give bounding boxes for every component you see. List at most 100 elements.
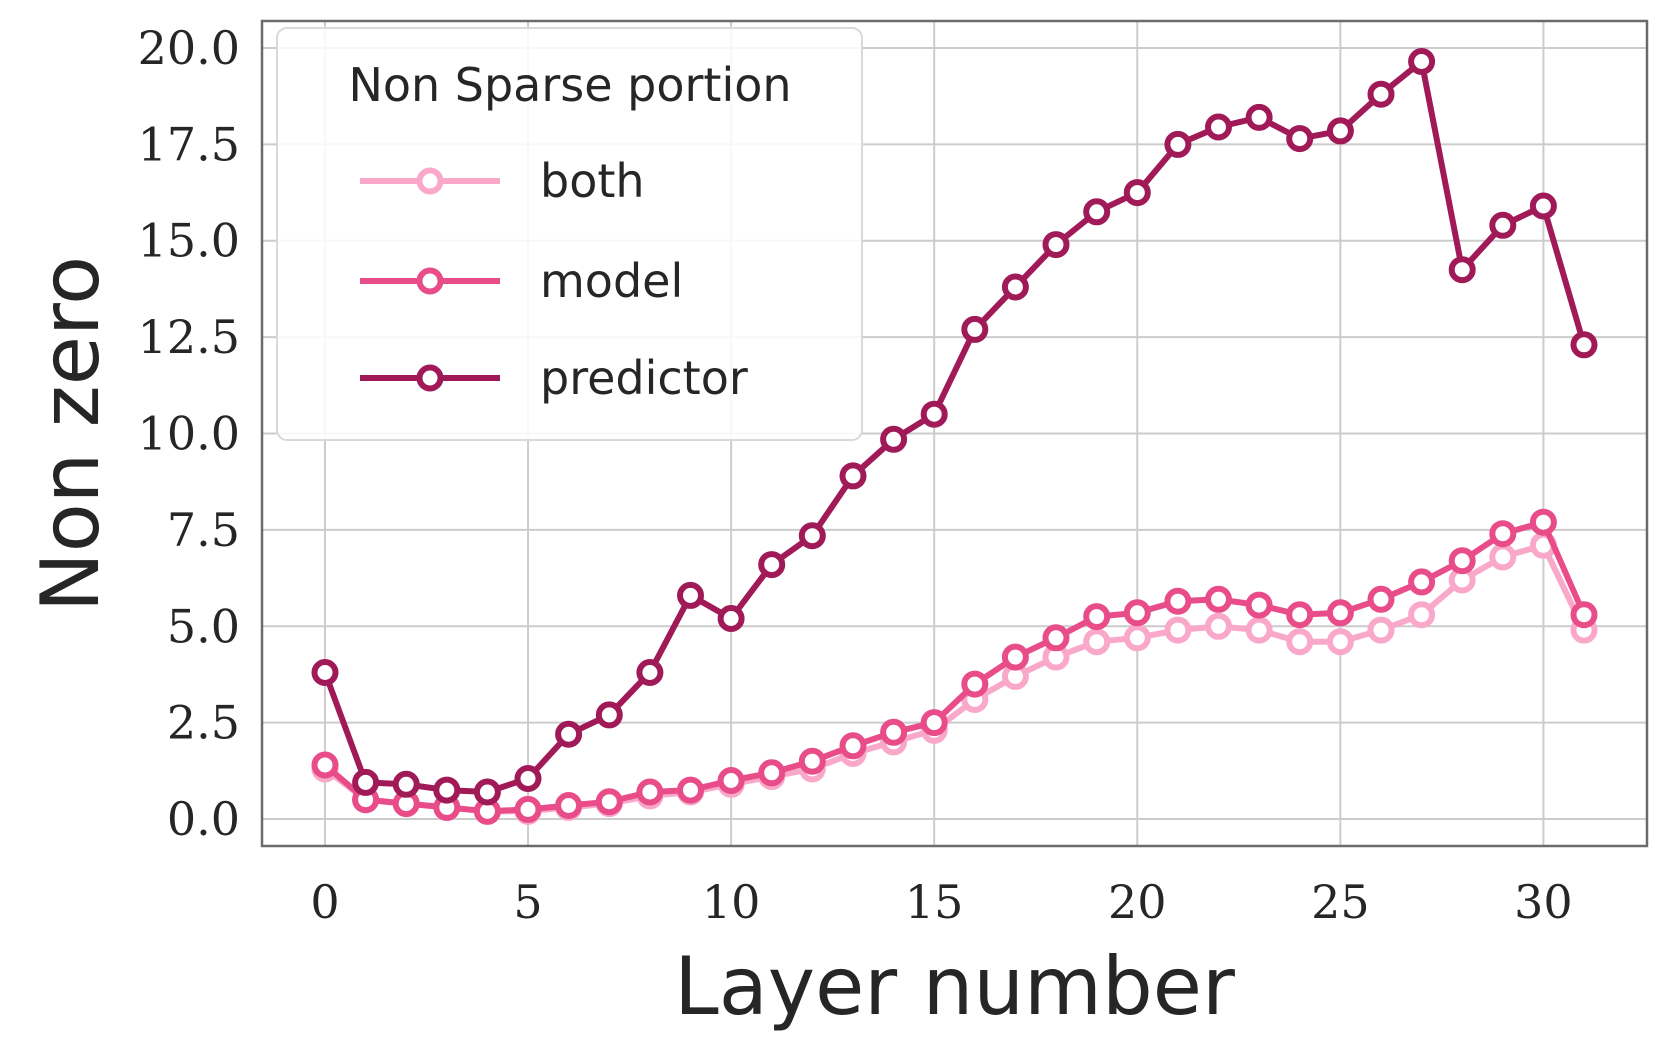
legend-marker-model <box>416 267 444 295</box>
data-point-model <box>311 751 339 779</box>
y-tick-label: 10.0 <box>138 407 240 461</box>
data-point-predictor <box>1529 192 1557 220</box>
data-point-predictor <box>920 400 948 428</box>
data-point-model <box>758 759 786 787</box>
data-point-model <box>798 747 826 775</box>
data-point-predictor <box>1001 273 1029 301</box>
data-point-predictor <box>1042 231 1070 259</box>
data-point-both <box>1286 628 1314 656</box>
x-tick-labels: 0 5 10 15 20 25 30 <box>310 875 1572 929</box>
data-point-predictor <box>352 768 380 796</box>
x-tick-label: 5 <box>513 875 542 929</box>
legend-marker-predictor <box>416 364 444 392</box>
data-point-predictor <box>1570 331 1598 359</box>
legend-title: Non Sparse portion <box>348 58 791 112</box>
series-model <box>311 508 1598 825</box>
data-point-model <box>1205 585 1232 613</box>
legend-entries: both model predictor <box>360 154 748 405</box>
y-tick-label: 2.5 <box>167 696 240 750</box>
data-point-predictor <box>1245 103 1273 131</box>
data-point-predictor <box>1489 211 1517 239</box>
legend-marker-both <box>416 167 444 195</box>
data-point-model <box>1367 585 1395 613</box>
data-point-predictor <box>1448 256 1476 284</box>
data-point-model <box>555 792 583 819</box>
data-point-both <box>1245 616 1273 644</box>
x-tick-label: 10 <box>702 875 761 929</box>
data-point-predictor <box>595 701 623 729</box>
data-point-predictor <box>758 551 786 579</box>
data-point-both <box>1408 601 1436 629</box>
x-tick-label: 20 <box>1108 875 1167 929</box>
series-predictor <box>311 48 1598 806</box>
data-point-predictor <box>717 605 745 632</box>
x-tick-label: 25 <box>1311 875 1370 929</box>
data-point-predictor <box>1083 198 1111 226</box>
data-point-model <box>1570 601 1598 629</box>
data-point-model <box>1245 591 1273 619</box>
x-tick-label: 15 <box>905 875 964 929</box>
data-point-model <box>1286 601 1314 629</box>
data-point-predictor <box>798 522 826 550</box>
data-point-model <box>880 718 908 746</box>
data-point-predictor <box>1326 117 1354 145</box>
y-tick-label: 17.5 <box>138 117 240 171</box>
data-point-model <box>920 709 948 737</box>
y-tick-label: 20.0 <box>138 21 240 75</box>
data-point-model <box>839 732 867 760</box>
legend-entry-predictor: predictor <box>360 351 748 405</box>
series-line-model <box>323 519 1587 815</box>
data-point-model <box>1123 599 1151 627</box>
data-point-model <box>717 767 745 794</box>
y-axis-title: Non zero <box>24 256 117 612</box>
data-point-model <box>677 776 704 804</box>
x-tick-label: 0 <box>310 875 339 929</box>
data-point-model <box>514 795 542 823</box>
data-point-model <box>1326 599 1354 627</box>
legend-label: both <box>540 154 645 208</box>
data-point-model <box>1164 587 1192 615</box>
y-tick-label: 0.0 <box>167 792 240 846</box>
data-point-both <box>1083 628 1111 656</box>
data-point-both <box>1367 616 1395 644</box>
data-point-predictor <box>1367 80 1395 108</box>
data-point-predictor <box>1123 179 1151 207</box>
series-line-both <box>323 542 1587 815</box>
data-point-predictor <box>839 462 867 490</box>
data-point-predictor <box>392 770 420 798</box>
data-point-model <box>595 788 623 816</box>
series-layer <box>311 48 1598 825</box>
data-point-both <box>1326 628 1354 656</box>
data-point-model <box>1042 624 1070 652</box>
data-point-predictor <box>961 315 989 343</box>
legend: Non Sparse portion both model predictor <box>276 27 863 441</box>
plot-frame <box>260 19 1649 848</box>
data-point-model <box>1489 520 1517 548</box>
legend-entry-model: model <box>360 254 683 308</box>
x-tick-label: 30 <box>1514 875 1573 929</box>
data-point-model <box>1001 643 1029 671</box>
data-point-both <box>1164 616 1192 644</box>
data-point-predictor <box>433 776 461 804</box>
legend-entry-both: both <box>360 154 645 208</box>
data-point-predictor <box>1286 125 1314 153</box>
data-point-model <box>636 778 664 806</box>
data-point-both <box>1489 543 1517 571</box>
y-tick-label: 5.0 <box>167 599 240 653</box>
data-point-model <box>1448 547 1476 575</box>
data-point-model <box>1408 568 1436 596</box>
legend-label: model <box>540 254 683 308</box>
data-point-model <box>961 670 989 698</box>
data-point-predictor <box>473 778 501 806</box>
data-point-predictor <box>1205 113 1232 141</box>
data-point-both <box>1123 624 1151 652</box>
y-tick-labels: 0.0 2.5 5.0 7.5 10.0 12.5 15.0 17.5 20.0 <box>138 21 240 846</box>
data-point-predictor <box>880 425 908 453</box>
legend-label: predictor <box>540 351 748 405</box>
data-point-predictor <box>311 659 339 686</box>
y-tick-label: 15.0 <box>138 214 240 268</box>
series-both <box>311 531 1598 825</box>
y-tick-label: 7.5 <box>167 503 240 557</box>
data-point-predictor <box>1164 130 1192 158</box>
